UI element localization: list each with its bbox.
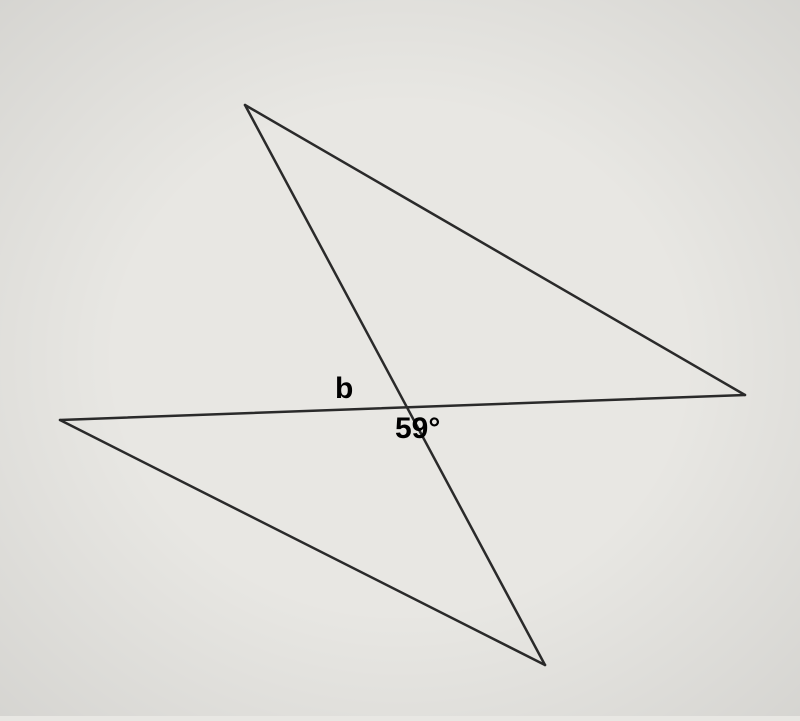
angle-label-59: 59° [395, 412, 440, 446]
geometry-diagram: b 59° [0, 0, 800, 716]
angle-label-b: b [335, 372, 353, 406]
diagram-svg [0, 0, 800, 716]
